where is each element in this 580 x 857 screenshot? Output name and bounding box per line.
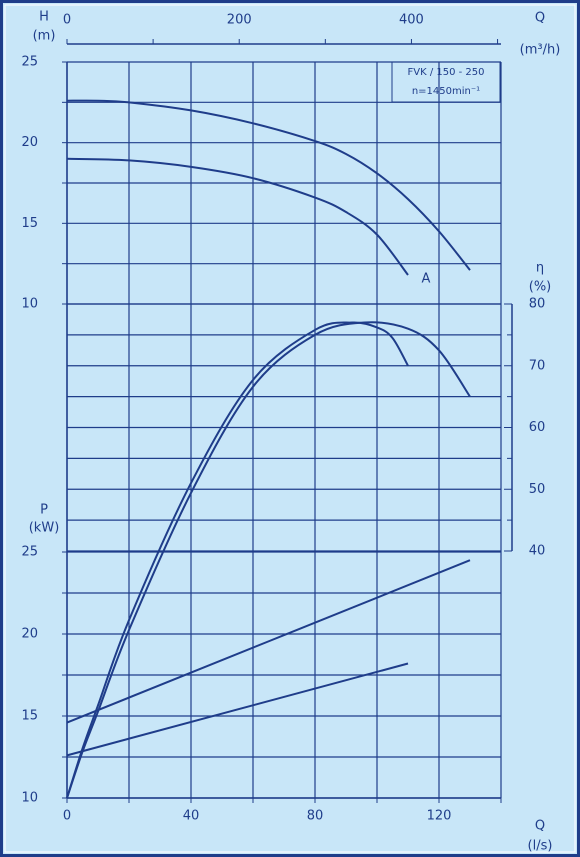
y-tick-label: 15 — [21, 709, 38, 724]
y-tick-label: 10 — [21, 791, 38, 806]
y-unit: (kW) — [29, 521, 60, 536]
x2-tick-label: 400 — [399, 13, 424, 28]
y-tick-label: 60 — [529, 420, 546, 435]
x-tick-label: 80 — [307, 809, 324, 824]
y-tick-label: 80 — [529, 297, 546, 312]
curve — [66, 157, 409, 276]
y-unit: (%) — [529, 280, 552, 295]
y-label: H — [39, 10, 49, 25]
y-tick-label: 25 — [21, 55, 38, 70]
y-unit: (m) — [33, 29, 56, 44]
x-tick-label: 0 — [63, 809, 71, 824]
x2-unit: (m³/h) — [520, 43, 561, 58]
curve — [66, 662, 409, 757]
x-unit: (l/s) — [528, 839, 553, 854]
y-tick-label: 50 — [529, 482, 546, 497]
curve — [66, 99, 471, 271]
y-tick-label: 25 — [21, 545, 38, 560]
y-tick-label: 70 — [529, 358, 546, 373]
curve — [66, 559, 471, 724]
y-label: P — [40, 503, 48, 518]
x-tick-label: 120 — [427, 809, 452, 824]
subtitle: n=1450min⁻¹ — [412, 86, 480, 97]
y-tick-label: 15 — [21, 216, 38, 231]
y-tick-label: 20 — [21, 135, 38, 150]
y-tick-label: 20 — [21, 627, 38, 642]
title: FVK / 150 - 250 — [407, 67, 484, 78]
y-tick-label: 10 — [21, 297, 38, 312]
x2-tick-label: 200 — [227, 13, 252, 28]
x-tick-label: 40 — [183, 809, 200, 824]
curve — [66, 321, 409, 799]
x2-tick-label: 0 — [63, 13, 71, 28]
inner-frame — [4, 4, 576, 853]
y-label: η — [536, 261, 544, 276]
annotation: A — [422, 272, 431, 287]
x2-label: Q — [535, 11, 545, 26]
x-label: Q — [535, 819, 545, 834]
curve — [66, 321, 471, 799]
y-tick-label: 40 — [529, 544, 546, 559]
